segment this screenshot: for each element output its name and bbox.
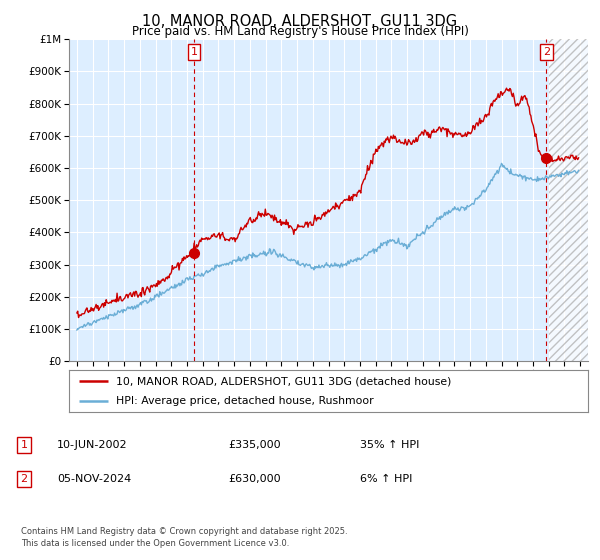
Text: 2: 2 [20,474,28,484]
Text: £335,000: £335,000 [228,440,281,450]
Text: 1: 1 [20,440,28,450]
Text: 2: 2 [543,47,550,57]
Text: Price paid vs. HM Land Registry's House Price Index (HPI): Price paid vs. HM Land Registry's House … [131,25,469,38]
Text: 35% ↑ HPI: 35% ↑ HPI [360,440,419,450]
Text: 05-NOV-2024: 05-NOV-2024 [57,474,131,484]
Text: 6% ↑ HPI: 6% ↑ HPI [360,474,412,484]
Text: £630,000: £630,000 [228,474,281,484]
Text: 10-JUN-2002: 10-JUN-2002 [57,440,128,450]
Text: 1: 1 [190,47,197,57]
Text: 10, MANOR ROAD, ALDERSHOT, GU11 3DG: 10, MANOR ROAD, ALDERSHOT, GU11 3DG [142,14,458,29]
Text: 10, MANOR ROAD, ALDERSHOT, GU11 3DG (detached house): 10, MANOR ROAD, ALDERSHOT, GU11 3DG (det… [116,376,451,386]
Text: HPI: Average price, detached house, Rushmoor: HPI: Average price, detached house, Rush… [116,396,373,406]
Bar [548,39,588,361]
Text: Contains HM Land Registry data © Crown copyright and database right 2025.
This d: Contains HM Land Registry data © Crown c… [21,527,347,548]
